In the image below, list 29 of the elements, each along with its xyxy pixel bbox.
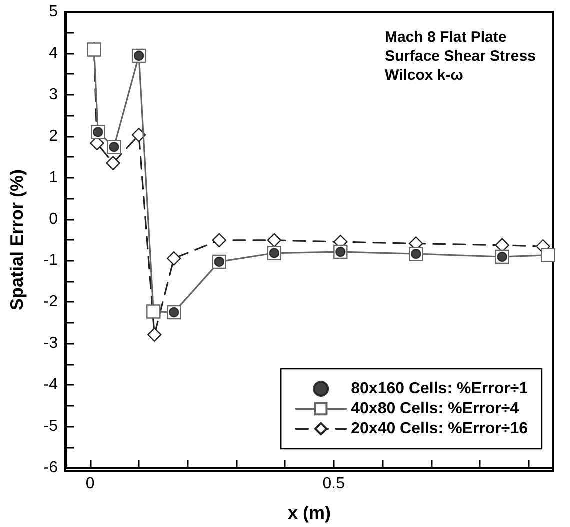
y-tick-label: -6	[44, 460, 58, 476]
y-tick-label: 5	[49, 4, 58, 20]
point	[212, 233, 227, 248]
y-tick-label: 3	[49, 86, 58, 104]
legend-label: 40x80 Cells: %Error÷4	[351, 400, 520, 418]
point	[148, 328, 162, 342]
point	[146, 304, 161, 319]
y-tick-label: -1	[44, 252, 58, 270]
y-axis-title: Spatial Error (%)	[7, 169, 27, 311]
y-tick-label: 0	[49, 210, 58, 228]
y-tick-label: -4	[44, 376, 58, 394]
y-tick-label: 4	[49, 44, 58, 62]
y-tick-label: -2	[44, 294, 58, 311]
point	[541, 248, 556, 262]
annotation: Wilcox k-ω	[385, 67, 464, 84]
y-tick-label: -3	[44, 335, 58, 352]
point	[167, 252, 182, 266]
point	[106, 156, 120, 170]
x-axis-title: x (m)	[288, 503, 332, 523]
point	[132, 128, 146, 142]
point	[267, 233, 282, 248]
annotation: Surface Shear Stress	[385, 48, 536, 65]
legend-label: 80x160 Cells: %Error÷1	[351, 380, 528, 398]
legend-label: 20x40 Cells: %Error÷16	[351, 420, 528, 438]
y-tick-label: 1	[49, 169, 58, 186]
y-tick-label: 2	[49, 128, 58, 145]
x-tick-label: 0.5	[322, 476, 346, 492]
annotation: Mach 8 Flat Plate	[385, 29, 507, 46]
y-tick-label: -5	[44, 418, 58, 436]
